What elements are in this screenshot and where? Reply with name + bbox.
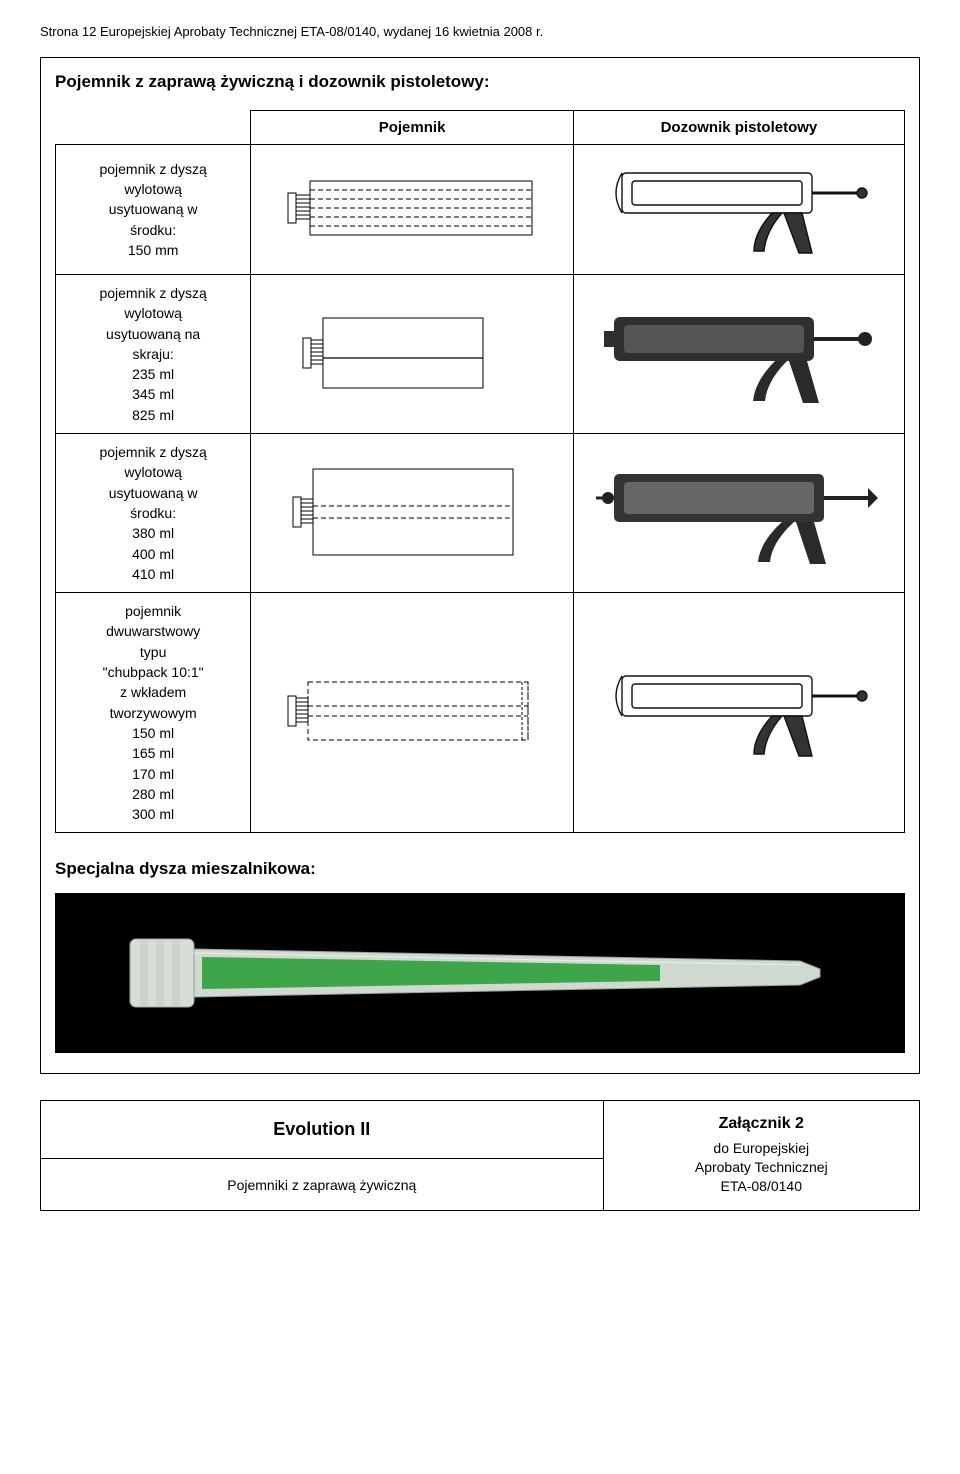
footer-evolution: Evolution II <box>41 1101 604 1159</box>
cartridge-drawing-1 <box>251 275 574 434</box>
gun-drawing-2 <box>573 434 904 593</box>
cartridge-drawing-0 <box>251 145 574 275</box>
cartridge-drawing-2 <box>251 434 574 593</box>
col-header-dozownik: Dozownik pistoletowy <box>573 111 904 145</box>
gun-drawing-3 <box>573 593 904 833</box>
cartridge-table: Pojemnik Dozownik pistoletowy pojemnik z… <box>55 110 905 833</box>
gun-drawing-1 <box>573 275 904 434</box>
footer-table: Evolution II Załącznik 2 do Europejskiej… <box>40 1100 920 1211</box>
cartridge-drawing-3 <box>251 593 574 833</box>
nozzle-section-title: Specjalna dysza mieszalnikowa: <box>55 859 905 879</box>
footer-attachment-title: Załącznik 2 <box>620 1115 903 1133</box>
row-label-3: pojemnikdwuwarstwowytypu"chubpack 10:1"z… <box>56 593 251 833</box>
row-label-2: pojemnik z dysząwylotowąusytuowaną wśrod… <box>56 434 251 593</box>
footer-attachment-sub: do EuropejskiejAprobaty TechnicznejETA-0… <box>620 1139 903 1196</box>
main-container: Pojemnik z zaprawą żywiczną i dozownik p… <box>40 57 920 1074</box>
page-header: Strona 12 Europejskiej Aprobaty Technicz… <box>40 24 920 39</box>
col-header-pojemnik: Pojemnik <box>251 111 574 145</box>
gun-drawing-0 <box>573 145 904 275</box>
mixing-nozzle-photo <box>55 893 905 1053</box>
row-label-0: pojemnik z dysząwylotowąusytuowaną wśrod… <box>56 145 251 275</box>
footer-attachment-cell: Załącznik 2 do EuropejskiejAprobaty Tech… <box>603 1101 919 1211</box>
footer-pojemniki: Pojemniki z zaprawą żywiczną <box>41 1159 604 1211</box>
row-label-1: pojemnik z dysząwylotowąusytuowaną naskr… <box>56 275 251 434</box>
section-title: Pojemnik z zaprawą żywiczną i dozownik p… <box>55 72 905 92</box>
